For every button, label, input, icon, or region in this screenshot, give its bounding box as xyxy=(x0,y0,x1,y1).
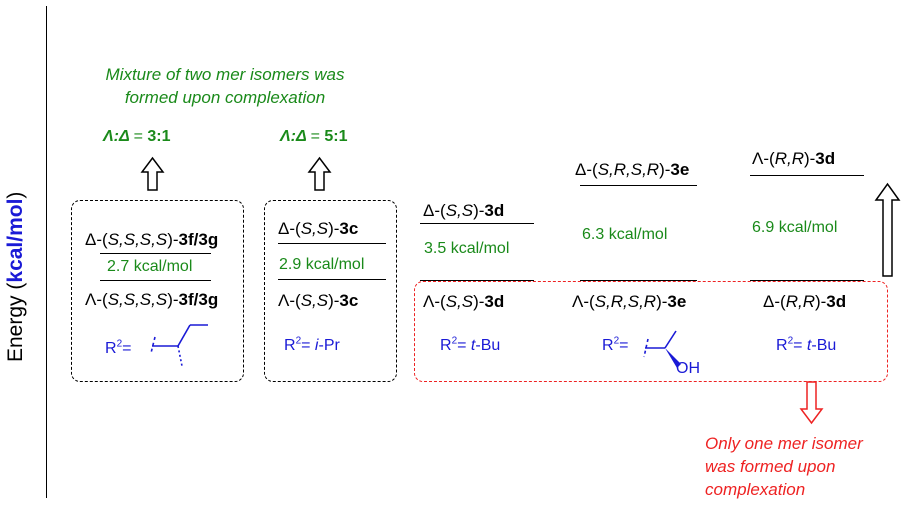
col3-upper-compound: 3d xyxy=(484,201,505,220)
col2-energy: 2.9 kcal/mol xyxy=(279,256,365,273)
red-note: Only one mer isomer was formed upon comp… xyxy=(705,432,863,501)
col1-lower-level xyxy=(100,280,211,281)
col2-upper-config: S,S xyxy=(300,219,329,238)
red-note-line-1: Only one mer isomer xyxy=(705,434,863,453)
col4-upper-level xyxy=(580,185,697,186)
ratio-right-symbol: Λ:Δ xyxy=(280,128,307,145)
col4-lower-label: Λ-(S,R,S,R)-3e xyxy=(572,292,687,311)
green-note-line-2: formed upon complexation xyxy=(124,88,326,107)
col5-r2: R2= t-Bu xyxy=(776,335,837,354)
col5-upper-level xyxy=(750,175,864,176)
col5-lower-compound: 3d xyxy=(826,292,847,311)
col1-upper-config: S,S,S,S xyxy=(107,230,168,249)
col2-lower-config: S,S xyxy=(300,291,329,310)
col3-lower-label: Λ-(S,S)-3d xyxy=(423,292,505,311)
ratio-right: Λ:Δ = 5:1 xyxy=(280,128,348,146)
col4-r2-oh: OH xyxy=(676,360,700,377)
col1-energy: 2.7 kcal/mol xyxy=(107,258,193,275)
col4-lower-compound: 3e xyxy=(667,292,687,311)
col4-upper-label: Δ-(S,R,S,R)-3e xyxy=(575,160,690,179)
ratio-left-value: 3:1 xyxy=(147,128,171,145)
col3-upper-label: Δ-(S,S)-3d xyxy=(423,201,505,220)
box-3c xyxy=(264,200,397,382)
green-note-line-1: Mixture of two mer isomers was xyxy=(105,65,345,84)
col1-lower-label: Λ-(S,S,S,S)-3f/3g xyxy=(85,290,219,309)
col2-lower-compound: 3c xyxy=(339,291,359,310)
red-note-line-3: complexation xyxy=(705,480,806,499)
col4-upper-compound: 3e xyxy=(670,160,690,179)
col2-upper-level xyxy=(278,243,386,244)
ratio-right-eq: = xyxy=(310,128,320,145)
col5-upper-compound: 3d xyxy=(815,149,836,168)
col5-lower-config: R,R xyxy=(785,292,815,311)
col4-upper-config: S,R,S,R xyxy=(597,160,660,179)
col3-upper-config: S,S xyxy=(445,201,474,220)
col1-r2: R2= xyxy=(105,338,132,357)
col1-lower-config: S,S,S,S xyxy=(107,290,168,309)
col4-lower-level xyxy=(580,280,697,281)
col4-r2: R2= xyxy=(602,335,629,354)
col3-upper-level xyxy=(420,223,534,224)
col5-upper-config: R,R xyxy=(774,149,804,168)
col5-lower-label: Δ-(R,R)-3d xyxy=(763,292,847,311)
col5-lower-level xyxy=(750,280,864,281)
col1-lower-compound: 3f/3g xyxy=(178,290,219,309)
col5-energy: 6.9 kcal/mol xyxy=(752,219,838,236)
col3-energy: 3.5 kcal/mol xyxy=(424,240,510,257)
red-note-line-2: was formed upon xyxy=(705,457,836,476)
col3-lower-config: S,S xyxy=(445,292,474,311)
col2-r2: R2= i-Pr xyxy=(284,335,340,354)
col3-r2: R2= t-Bu xyxy=(440,335,501,354)
col3-lower-level xyxy=(420,280,534,281)
col1-upper-level xyxy=(100,253,211,254)
box-3f3g xyxy=(71,200,244,382)
col4-energy: 6.3 kcal/mol xyxy=(582,226,668,243)
col4-lower-config: S,R,S,R xyxy=(594,292,657,311)
col5-upper-label: Λ-(R,R)-3d xyxy=(752,149,836,168)
ratio-left-eq: = xyxy=(133,128,143,145)
green-note: Mixture of two mer isomers was formed up… xyxy=(94,63,356,109)
col1-upper-label: Δ-(S,S,S,S)-3f/3g xyxy=(85,230,219,249)
col2-lower-label: Λ-(S,S)-3c xyxy=(278,291,359,310)
col2-upper-label: Δ-(S,S)-3c xyxy=(278,219,359,238)
col3-lower-compound: 3d xyxy=(484,292,505,311)
col1-upper-compound: 3f/3g xyxy=(178,230,219,249)
energy-axis-line xyxy=(46,6,47,498)
ratio-left-symbol: Λ:Δ xyxy=(103,128,130,145)
box-red-single-isomer xyxy=(414,281,888,382)
col2-upper-compound: 3c xyxy=(339,219,359,238)
ratio-right-value: 5:1 xyxy=(324,128,348,145)
col2-lower-level xyxy=(278,279,386,280)
ratio-left: Λ:Δ = 3:1 xyxy=(103,128,171,146)
